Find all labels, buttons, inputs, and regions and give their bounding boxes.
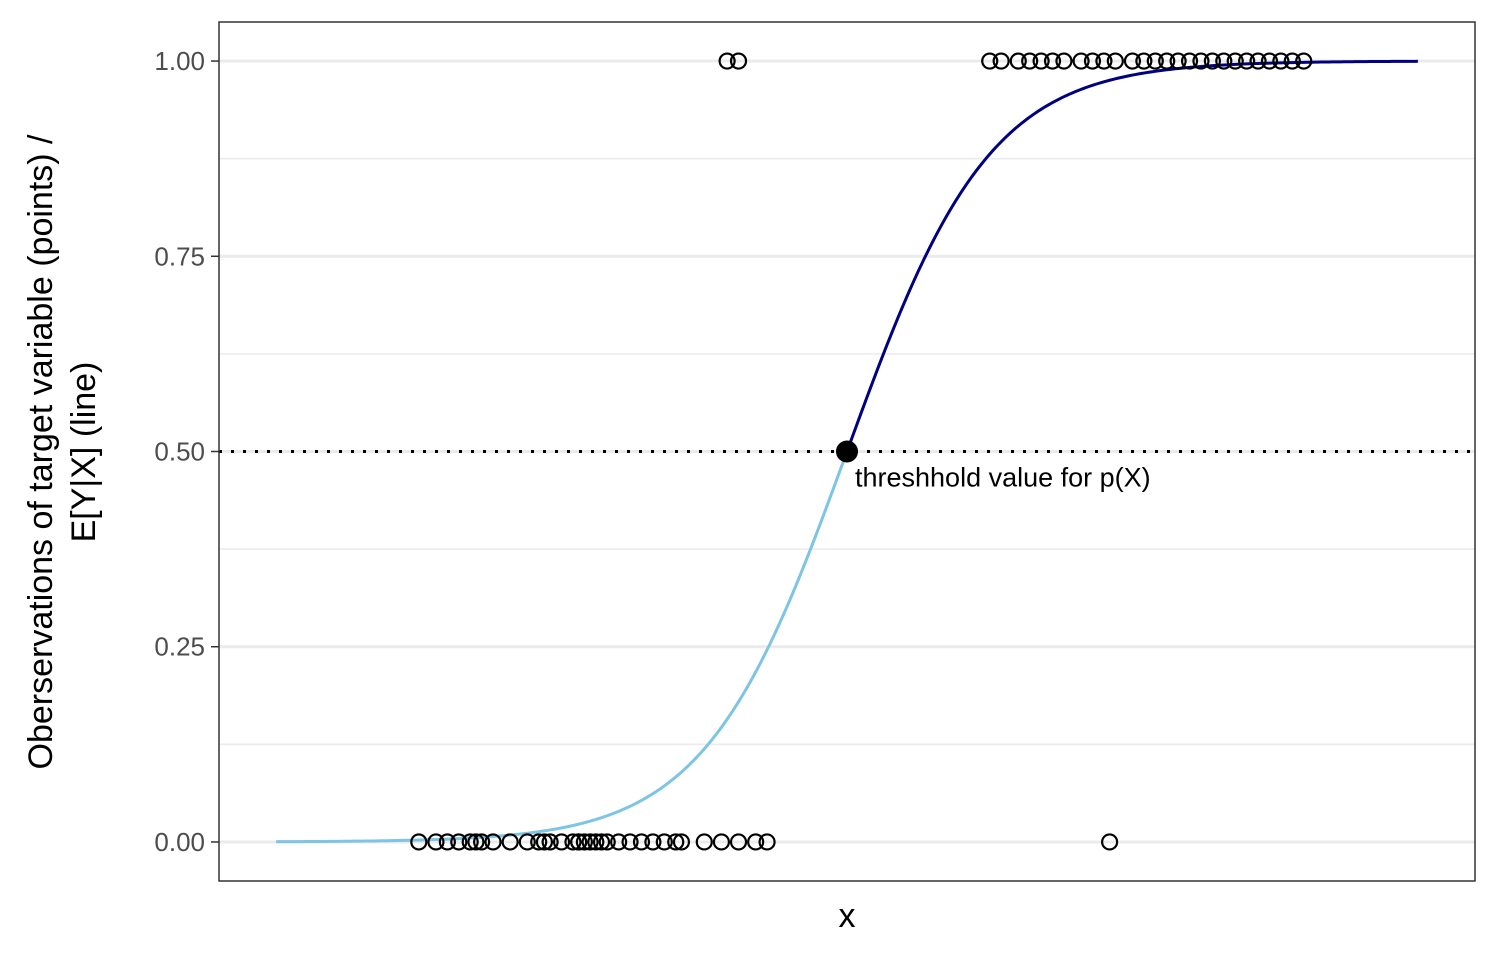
observation-point-y1	[1123, 52, 1142, 70]
observation-point-y1	[1043, 52, 1062, 70]
observation-point-y1	[1009, 52, 1027, 70]
observation-point-y1	[981, 52, 999, 70]
observation-point-y1	[1146, 52, 1164, 70]
observation-point-y0	[473, 833, 491, 851]
observation-point-y1	[718, 52, 736, 70]
y-tick-label: 0.75	[154, 241, 205, 271]
observation-point-y0	[552, 833, 571, 851]
observation-point-y1	[1021, 52, 1039, 70]
observation-point-y1	[1169, 52, 1187, 70]
observation-point-y0	[747, 833, 765, 851]
observation-point-y0	[655, 833, 673, 851]
observation-point-y1	[1032, 52, 1050, 70]
observation-point-y1	[1295, 52, 1313, 70]
observation-point-y0	[610, 833, 628, 851]
observation-point-y0	[581, 833, 599, 851]
y-axis-ticks: 0.00 0.25 0.50 0.75 1.00	[154, 46, 219, 857]
observation-point-y1	[1260, 52, 1279, 70]
observation-point-y0	[672, 833, 691, 851]
observation-point-y0	[467, 833, 485, 851]
y-tick-label: 0.50	[154, 437, 205, 467]
observation-point-y1	[729, 52, 748, 70]
curve-above-threshold	[845, 59, 1418, 453]
observation-point-y1	[1180, 52, 1199, 70]
observation-point-y1	[1072, 52, 1090, 70]
observation-point-y0	[461, 833, 479, 851]
observation-point-y0	[484, 833, 502, 851]
y-tick-label: 0.25	[154, 632, 205, 662]
observation-point-y0	[564, 833, 582, 851]
observation-point-y0	[530, 833, 548, 851]
x-axis-title: x	[839, 897, 856, 935]
observation-point-y1	[1192, 52, 1210, 70]
observation-point-y0	[758, 833, 776, 851]
observation-point-y0	[729, 833, 748, 851]
observation-point-y0	[1101, 833, 1119, 851]
observation-point-y0	[575, 833, 593, 851]
observation-point-y1	[1238, 52, 1256, 70]
observation-point-y0	[438, 833, 456, 851]
y-axis-title-line-2: E[Y|X] (line)	[65, 362, 103, 543]
y-axis-title: Oberservations of target variable (point…	[22, 134, 103, 770]
observation-point-y0	[541, 833, 559, 851]
threshold-point	[836, 440, 858, 463]
observation-point-y0	[632, 833, 651, 851]
observation-point-y0	[450, 833, 468, 851]
observation-point-y1	[1055, 52, 1073, 70]
observation-point-y1	[1106, 52, 1124, 70]
observation-point-y1	[1226, 52, 1244, 70]
observation-point-y1	[1083, 52, 1102, 70]
observation-point-y0	[535, 833, 554, 851]
observation-point-y1	[1095, 52, 1113, 70]
observation-point-y0	[570, 833, 588, 851]
observation-point-y1	[1215, 52, 1233, 70]
curve-below-threshold	[276, 450, 849, 844]
observation-point-y0	[695, 833, 713, 851]
observation-point-y0	[518, 833, 536, 851]
observation-point-y0	[621, 833, 639, 851]
observation-points	[410, 52, 1313, 851]
observation-point-y0	[667, 833, 685, 851]
y-tick-label: 0.00	[154, 827, 205, 857]
observation-point-y1	[1203, 52, 1221, 70]
observation-point-y1	[1283, 52, 1301, 70]
observation-point-y0	[592, 833, 611, 851]
observation-point-y1	[1135, 52, 1153, 70]
observation-point-y0	[644, 833, 662, 851]
observation-point-y0	[410, 833, 428, 851]
observation-point-y0	[598, 833, 616, 851]
y-axis-title-line-1: Oberservations of target variable (point…	[22, 134, 60, 770]
observation-point-y0	[501, 833, 519, 851]
y-tick-label: 1.00	[154, 46, 205, 76]
threshold-label: threshhold value for p(X)	[855, 463, 1151, 493]
observation-point-y1	[1249, 52, 1267, 70]
observation-point-y0	[587, 833, 605, 851]
observation-point-y0	[712, 833, 731, 851]
observation-point-y1	[1158, 52, 1176, 70]
observation-point-y1	[992, 52, 1010, 70]
observation-point-y0	[427, 833, 445, 851]
observation-point-y1	[1272, 52, 1290, 70]
